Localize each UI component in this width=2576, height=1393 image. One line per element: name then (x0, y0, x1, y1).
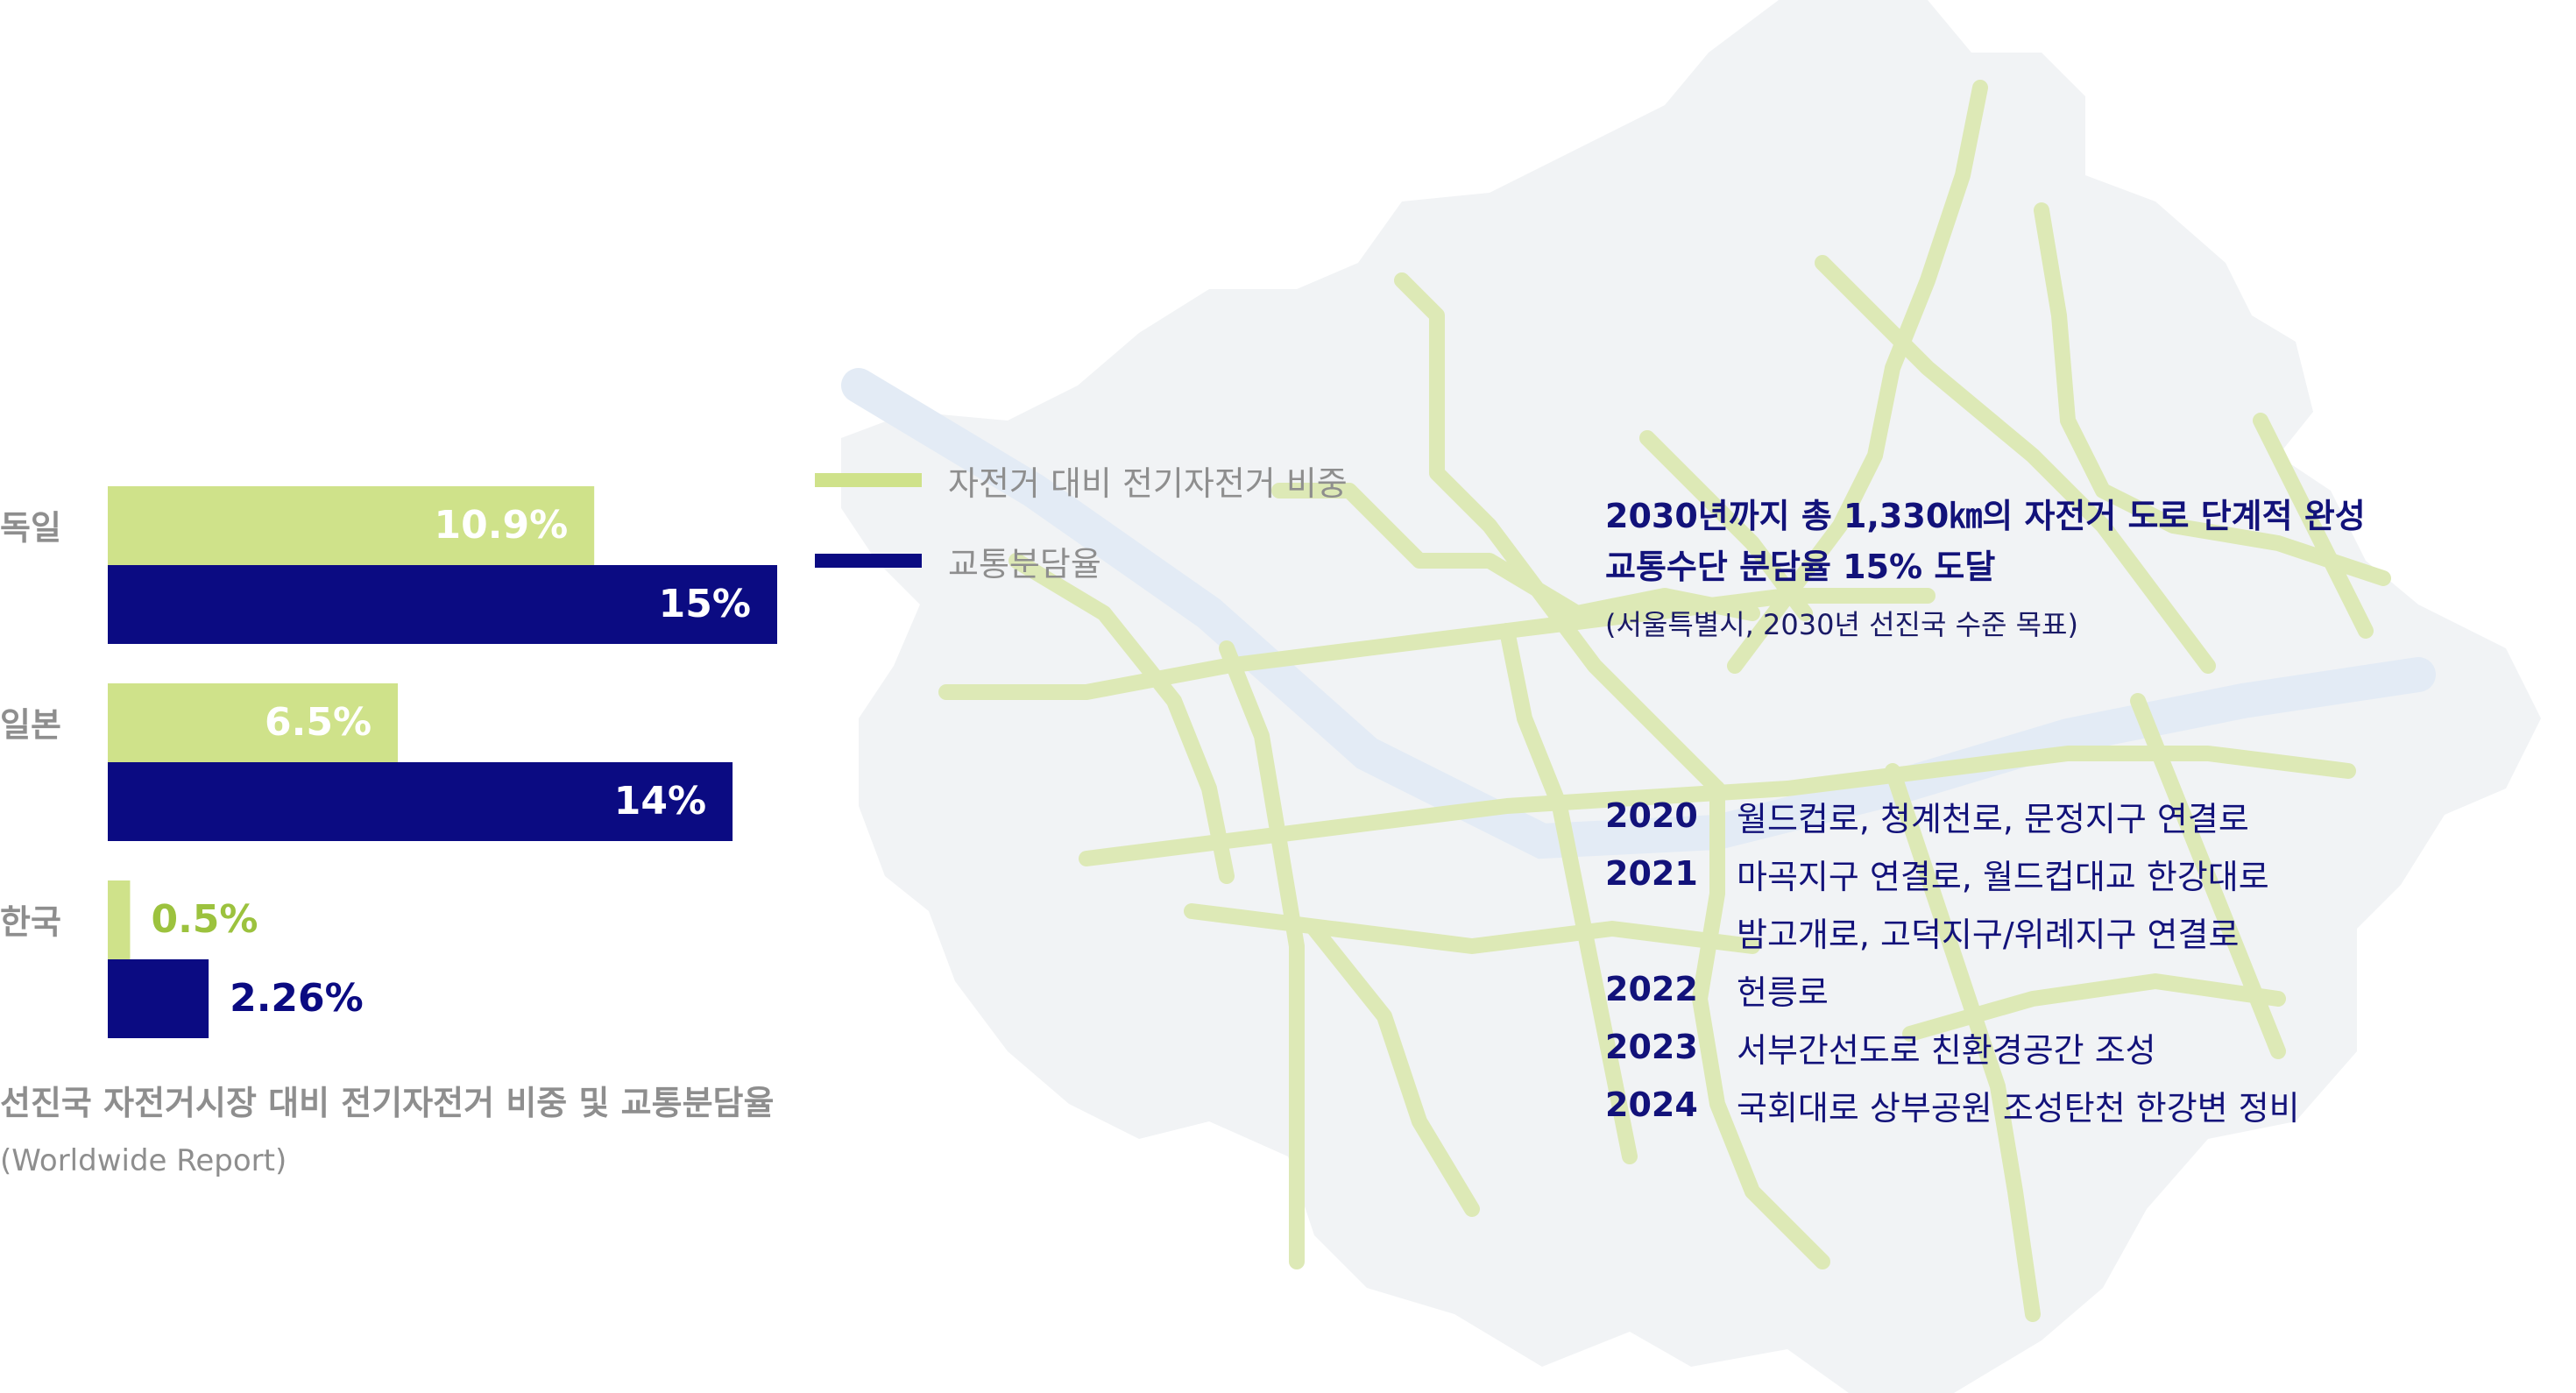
timeline-row: 밤고개로, 고덕지구/위례지구 연결로 (1605, 902, 2300, 960)
chart-legend: 자전거 대비 전기자전거 비중 교통분담율 (815, 463, 1348, 624)
data-label: 0.5% (151, 897, 258, 942)
bar-ebike-share (108, 683, 399, 762)
timeline-text: 밤고개로, 고덕지구/위례지구 연결로 (1737, 915, 2240, 954)
goal-line-2: 교통수단 분담율 15% 도달 (1605, 548, 1996, 586)
legend-item-ebike-share: 자전거 대비 전기자전거 비중 (815, 463, 1348, 503)
bar-modal-share (108, 565, 777, 644)
data-label: 10.9% (435, 503, 569, 548)
timeline-row: 2023 서부간선도로 친환경공간 조성 (1605, 1018, 2300, 1076)
timeline-text: 월드컵로, 청계천로, 문정지구 연결로 (1737, 799, 2249, 838)
goal-note: (서울특별시, 2030년 선진국 수준 목표) (1605, 608, 2078, 641)
data-label: 6.5% (265, 700, 372, 745)
timeline-year: 2024 (1605, 1085, 1698, 1124)
legend-item-modal-share: 교통분담율 (815, 543, 1348, 583)
chart-subtitle: (Worldwide Report) (0, 1143, 287, 1178)
category-label: 독일 (0, 509, 61, 548)
timeline-year: 2023 (1605, 1028, 1698, 1066)
goal-line-1: 2030년까지 총 1,330㎞의 자전거 도로 단계적 완성 (1605, 497, 2366, 535)
han-river (841, 368, 2436, 859)
bar-ebike-share (108, 880, 131, 959)
timeline-text: 마곡지구 연결로, 월드컵대교 한강대로 (1737, 857, 2269, 896)
legend-label-modal-share: 교통분담율 (948, 544, 1101, 583)
chart-caption: 선진국 자전거시장 대비 전기자전거 비중 및 교통분담율 (Worldwide… (0, 1076, 774, 1178)
chart-title: 선진국 자전거시장 대비 전기자전거 비중 및 교통분담율 (0, 1084, 775, 1122)
legend-swatch-modal-share (815, 554, 922, 568)
legend-label-ebike-share: 자전거 대비 전기자전거 비중 (948, 463, 1348, 503)
bar-modal-share (108, 959, 209, 1038)
data-label: 14% (614, 779, 706, 824)
legend-swatch-ebike-share (815, 473, 922, 487)
bar-ebike-share (108, 486, 595, 565)
bar-modal-share (108, 762, 733, 841)
timeline-row: 2022 헌릉로 (1605, 960, 2300, 1018)
timeline-row: 2024 국회대로 상부공원 조성탄천 한강변 정비 (1605, 1076, 2300, 1134)
category-label: 한국 (0, 903, 61, 942)
timeline-text: 헌릉로 (1737, 972, 1829, 1012)
timeline: 2020 월드컵로, 청계천로, 문정지구 연결로 2021 마곡지구 연결로,… (1605, 787, 2300, 1134)
goal-statement: 2030년까지 총 1,330㎞의 자전거 도로 단계적 완성 교통수단 분담율… (1605, 491, 2366, 643)
timeline-text: 서부간선도로 친환경공간 조성 (1737, 1030, 2156, 1070)
timeline-row: 2021 마곡지구 연결로, 월드컵대교 한강대로 (1605, 845, 2300, 902)
timeline-row: 2020 월드컵로, 청계천로, 문정지구 연결로 (1605, 787, 2300, 845)
map-land-shape (841, 0, 2541, 1393)
timeline-text: 국회대로 상부공원 조성탄천 한강변 정비 (1737, 1088, 2300, 1128)
timeline-year: 2022 (1605, 970, 1698, 1008)
timeline-year: 2021 (1605, 854, 1698, 893)
data-label: 2.26% (230, 976, 364, 1021)
timeline-year: 2020 (1605, 796, 1698, 835)
data-label: 15% (659, 582, 751, 626)
bike-routes (938, 80, 2391, 1322)
category-label: 일본 (0, 706, 61, 745)
